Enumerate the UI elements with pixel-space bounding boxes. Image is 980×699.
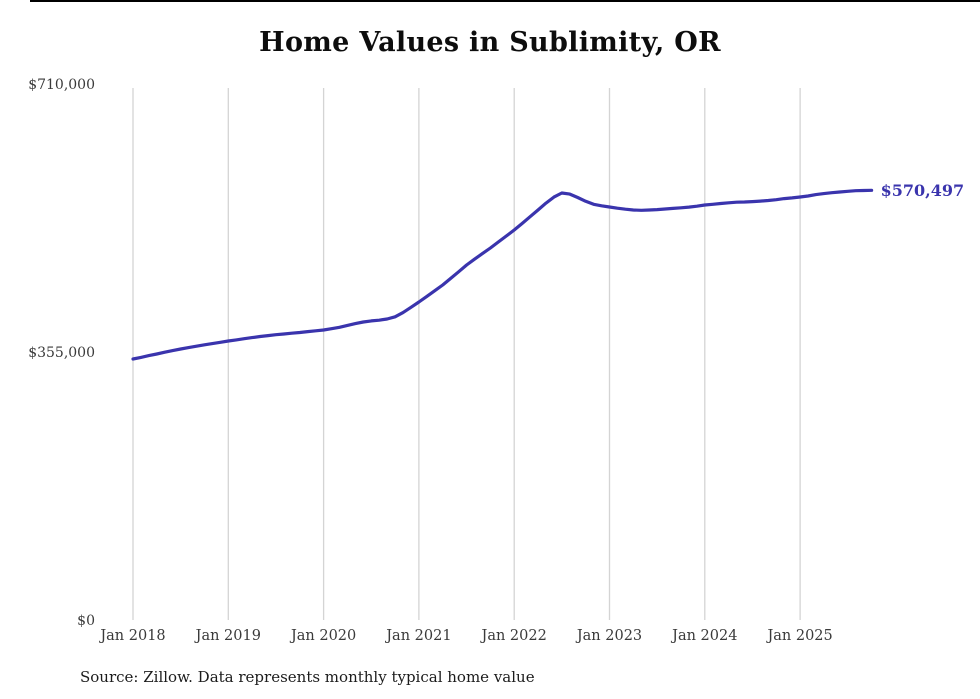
chart-title: Home Values in Sublimity, OR [259,27,721,58]
latest-value-label: $570,497 [881,181,965,200]
home-value-line [131,188,874,361]
x-axis-tick-label: Jan 2020 [289,628,356,644]
x-axis-tick-label: Jan 2021 [384,628,451,644]
y-axis-tick-label: $710,000 [28,77,95,93]
x-axis-tick-label: Jan 2019 [194,628,261,644]
x-axis-tick-label: Jan 2023 [575,628,642,644]
x-axis-tick-label: Jan 2022 [480,628,547,644]
y-axis-tick-label: $355,000 [28,345,95,361]
x-axis-tick-label: Jan 2018 [98,628,165,644]
y-axis-tick-label: $0 [77,613,95,629]
source-note: Source: Zillow. Data represents monthly … [80,668,535,686]
x-axis-tick-label: Jan 2024 [670,628,737,644]
top-border-line [30,0,980,2]
x-axis-tick-label: Jan 2025 [765,628,832,644]
